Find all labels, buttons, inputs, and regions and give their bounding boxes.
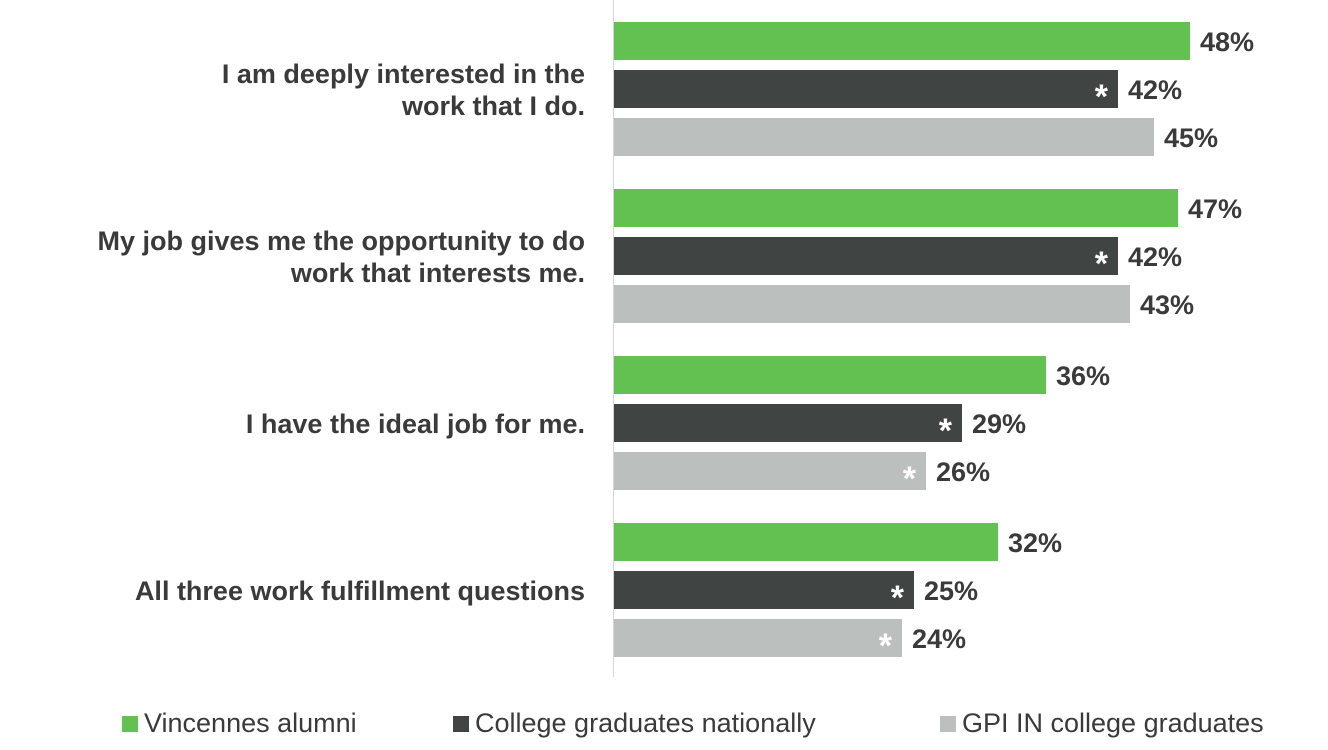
significance-marker: * <box>903 460 917 498</box>
category-label: All three work fulfillment questions <box>135 576 585 606</box>
bar <box>614 452 926 490</box>
data-label: 42% <box>1128 242 1182 272</box>
data-label: 26% <box>936 457 990 487</box>
data-label: 43% <box>1140 290 1194 320</box>
data-label: 29% <box>972 409 1026 439</box>
bar <box>614 571 914 609</box>
category-label: I have the ideal job for me. <box>246 409 585 439</box>
bars: 48%42%*45%47%42%*43%36%29%*26%*32%25%*24… <box>614 22 1254 665</box>
legend-label: GPI IN college graduates <box>962 708 1264 738</box>
category-label: My job gives me the opportunity to do <box>97 226 585 256</box>
significance-marker: * <box>1095 245 1109 283</box>
legend-swatch <box>122 715 138 732</box>
bar <box>614 70 1118 108</box>
legend-label: College graduates nationally <box>475 708 816 738</box>
significance-marker: * <box>1095 78 1109 116</box>
legend-swatch <box>453 715 469 732</box>
category-label: I am deeply interested in the <box>222 59 585 89</box>
bar <box>614 619 902 657</box>
data-label: 24% <box>912 624 966 654</box>
data-label: 32% <box>1008 528 1062 558</box>
legend-item-gpi-in-college-graduates: GPI IN college graduates <box>940 708 1264 739</box>
bar <box>614 404 962 442</box>
category-label: work that I do. <box>401 91 585 121</box>
data-label: 25% <box>924 576 978 606</box>
significance-marker: * <box>939 412 953 450</box>
bar <box>614 523 998 561</box>
data-label: 45% <box>1164 123 1218 153</box>
category-label: work that interests me. <box>290 258 585 288</box>
data-label: 47% <box>1188 194 1242 224</box>
bar <box>614 356 1046 394</box>
legend-item-college-graduates-nationally: College graduates nationally <box>453 708 816 739</box>
bar <box>614 118 1154 156</box>
legend-label: Vincennes alumni <box>144 708 357 738</box>
data-label: 42% <box>1128 75 1182 105</box>
bar <box>614 285 1130 323</box>
legend: Vincennes alumni College graduates natio… <box>0 700 1328 740</box>
legend-swatch <box>940 715 956 732</box>
significance-marker: * <box>879 627 893 665</box>
legend-item-vincennes-alumni: Vincennes alumni <box>122 708 357 739</box>
data-label: 48% <box>1200 27 1254 57</box>
bar <box>614 189 1178 227</box>
bar <box>614 22 1190 60</box>
significance-marker: * <box>891 579 905 617</box>
bar <box>614 237 1118 275</box>
data-label: 36% <box>1056 361 1110 391</box>
